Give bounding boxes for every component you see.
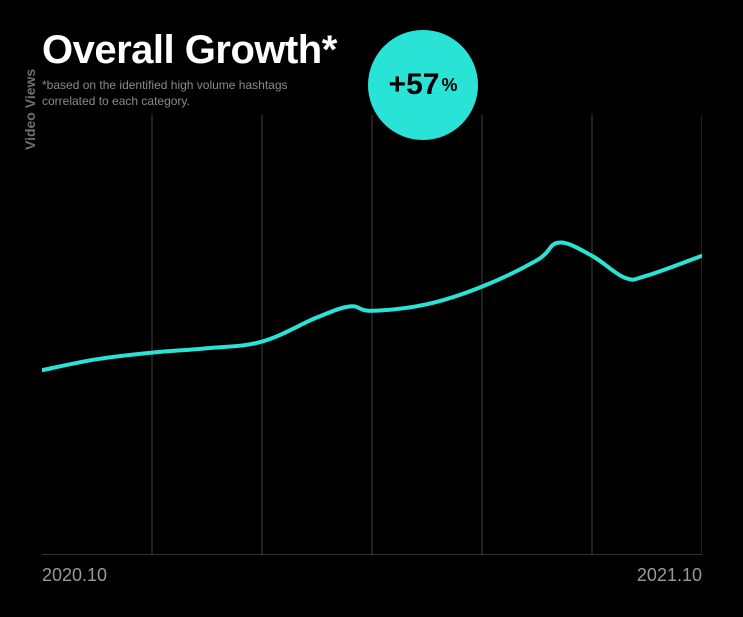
x-axis-end: 2021.10: [637, 565, 702, 586]
chart-subtitle: *based on the identified high volume has…: [42, 77, 337, 109]
y-axis-label: Video Views: [22, 69, 38, 150]
chart-title: Overall Growth*: [42, 28, 337, 73]
line-chart: [42, 115, 702, 555]
growth-value: +57: [389, 68, 440, 102]
x-axis-start: 2020.10: [42, 565, 107, 586]
growth-percent-icon: %: [441, 75, 457, 96]
